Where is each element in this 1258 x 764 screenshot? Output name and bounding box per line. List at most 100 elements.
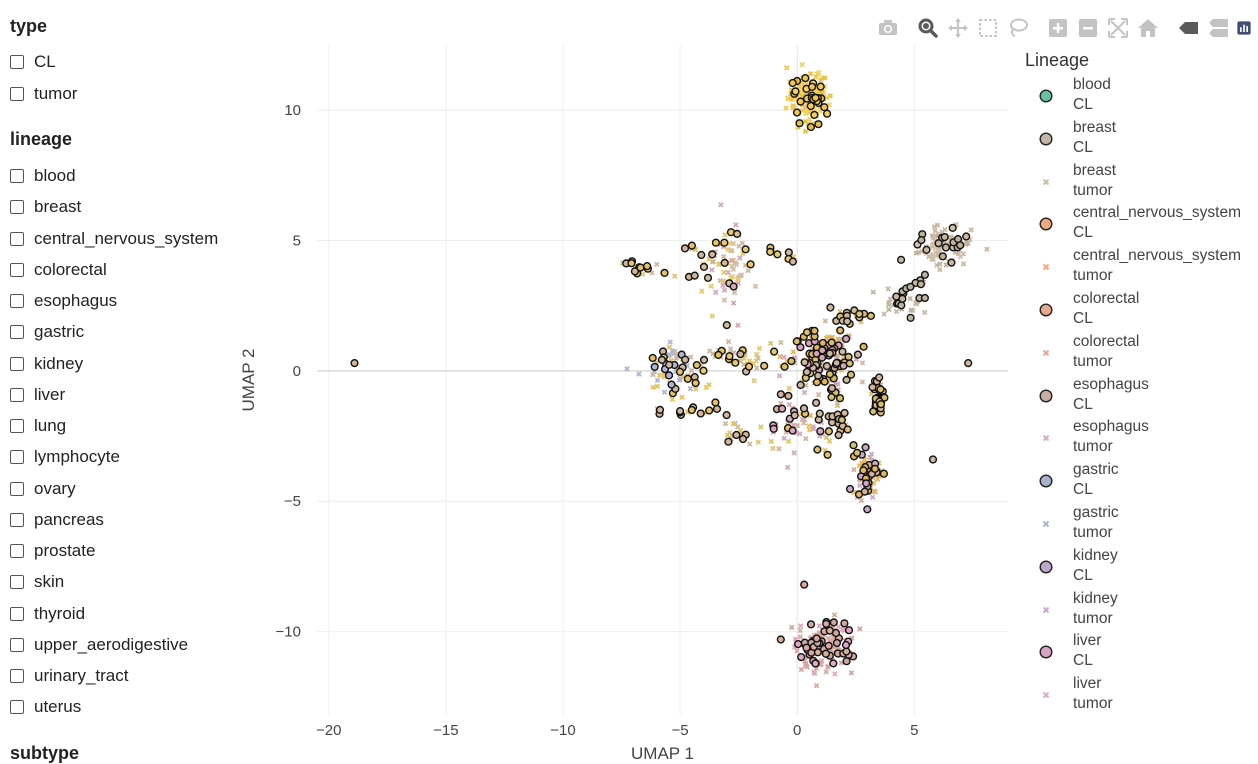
tumor-point[interactable]	[815, 391, 822, 398]
cell-line-point[interactable]	[836, 326, 845, 335]
tumor-point[interactable]	[756, 345, 763, 352]
cell-line-point[interactable]	[941, 243, 951, 252]
lineage-option-gastric[interactable]: gastric	[10, 321, 84, 343]
cell-line-point[interactable]	[916, 280, 926, 289]
tumor-point[interactable]	[785, 438, 792, 444]
tumor-point[interactable]	[790, 349, 797, 355]
tumor-point[interactable]	[811, 669, 817, 675]
cell-line-point[interactable]	[813, 371, 823, 380]
tumor-point[interactable]	[929, 252, 936, 258]
cell-line-point[interactable]	[675, 367, 685, 376]
cell-line-point[interactable]	[823, 450, 832, 459]
tumor-point[interactable]	[777, 353, 783, 360]
tumor-point[interactable]	[768, 438, 775, 445]
tumor-point[interactable]	[784, 464, 791, 471]
zoom-in-button[interactable]	[1046, 16, 1070, 40]
tumor-point[interactable]	[725, 246, 731, 253]
tumor-point[interactable]	[822, 75, 828, 81]
tumor-point[interactable]	[710, 258, 717, 265]
cell-line-point[interactable]	[680, 244, 690, 253]
tumor-point[interactable]	[942, 226, 948, 233]
cell-line-point[interactable]	[842, 375, 851, 385]
cell-line-point[interactable]	[811, 93, 820, 103]
cell-line-point[interactable]	[806, 122, 816, 132]
zoom-out-button[interactable]	[1076, 16, 1100, 40]
tumor-point[interactable]	[654, 261, 660, 268]
tumor-point[interactable]	[729, 247, 735, 254]
tumor-point[interactable]	[753, 351, 760, 358]
lineage-checkbox[interactable]	[10, 700, 24, 715]
cell-line-point[interactable]	[711, 398, 720, 407]
lineage-option-central-nervous-system[interactable]: central_nervous_system	[10, 228, 218, 250]
tumor-point[interactable]	[797, 623, 804, 629]
tumor-point[interactable]	[813, 74, 819, 80]
cell-line-point[interactable]	[822, 109, 832, 118]
tumor-point[interactable]	[729, 263, 735, 270]
cell-line-point[interactable]	[703, 273, 713, 282]
tumor-point[interactable]	[730, 300, 737, 306]
cell-line-point[interactable]	[696, 409, 705, 418]
tumor-point[interactable]	[823, 669, 829, 675]
cell-line-point[interactable]	[956, 241, 965, 250]
cell-line-point[interactable]	[741, 245, 750, 254]
cell-line-point[interactable]	[792, 337, 801, 346]
cell-line-point[interactable]	[627, 259, 636, 268]
tumor-point[interactable]	[728, 257, 735, 264]
tumor-point[interactable]	[687, 385, 694, 392]
cell-line-point[interactable]	[810, 110, 819, 120]
tumor-point[interactable]	[776, 373, 783, 379]
cell-line-point[interactable]	[846, 370, 856, 379]
tumor-point[interactable]	[720, 269, 727, 276]
cell-line-point[interactable]	[920, 270, 930, 279]
tumor-point[interactable]	[794, 422, 801, 429]
type-checkbox[interactable]	[10, 86, 24, 101]
cell-line-point[interactable]	[875, 373, 884, 382]
legend-item-central-nervous-system-cl[interactable]: central_nervous_system CL	[1025, 203, 1258, 245]
cell-line-point[interactable]	[801, 73, 810, 83]
cell-line-point[interactable]	[814, 120, 823, 129]
tumor-point[interactable]	[937, 266, 943, 273]
cell-line-point[interactable]	[842, 657, 851, 666]
cell-line-point[interactable]	[831, 628, 841, 638]
cell-line-point[interactable]	[792, 108, 802, 117]
cell-line-point[interactable]	[776, 390, 785, 399]
umap-scatter-chart[interactable]: −20 −15 −10 −5 0 5 −10 −5 0 5 10 UMAP 1 UMAP 2	[239, 0, 1258, 763]
autoscale-button[interactable]	[1106, 16, 1130, 40]
hover-closest-button[interactable]	[1176, 16, 1200, 40]
cell-line-point[interactable]	[940, 233, 949, 242]
tumor-point[interactable]	[806, 423, 812, 429]
cell-line-point[interactable]	[829, 618, 838, 627]
lineage-option-breast[interactable]: breast	[10, 196, 81, 218]
tumor-point[interactable]	[720, 253, 727, 260]
tumor-point[interactable]	[848, 670, 855, 676]
legend-item-blood-cl[interactable]: blood CL	[1025, 75, 1258, 117]
plotly-logo-button[interactable]	[1236, 16, 1252, 40]
cell-line-point[interactable]	[667, 380, 676, 389]
cell-line-point[interactable]	[699, 355, 709, 365]
cell-line-point[interactable]	[879, 469, 889, 478]
tumor-point[interactable]	[791, 450, 797, 456]
tumor-point[interactable]	[688, 367, 695, 374]
cell-line-point[interactable]	[643, 262, 652, 271]
tumor-point[interactable]	[721, 287, 728, 293]
tumor-point[interactable]	[886, 299, 892, 306]
tumor-point[interactable]	[807, 70, 814, 77]
cell-line-point[interactable]	[788, 78, 797, 88]
tumor-point[interactable]	[921, 309, 928, 316]
tumor-point[interactable]	[730, 266, 737, 273]
tumor-point[interactable]	[819, 89, 825, 95]
cell-line-point[interactable]	[699, 366, 708, 375]
cell-line-point[interactable]	[855, 309, 864, 319]
tumor-point[interactable]	[758, 424, 764, 430]
cell-line-point[interactable]	[811, 398, 821, 407]
tumor-point[interactable]	[790, 104, 796, 111]
legend-item-gastric-cl[interactable]: gastric CL	[1025, 460, 1258, 502]
tumor-point[interactable]	[968, 227, 974, 233]
lineage-option-ovary[interactable]: ovary	[10, 478, 76, 500]
cell-line-point[interactable]	[790, 411, 799, 420]
cell-line-point[interactable]	[853, 350, 863, 359]
tumor-point[interactable]	[636, 371, 642, 377]
lineage-option-pancreas[interactable]: pancreas	[10, 509, 104, 531]
tumor-point[interactable]	[739, 240, 746, 247]
tumor-point[interactable]	[936, 247, 942, 253]
